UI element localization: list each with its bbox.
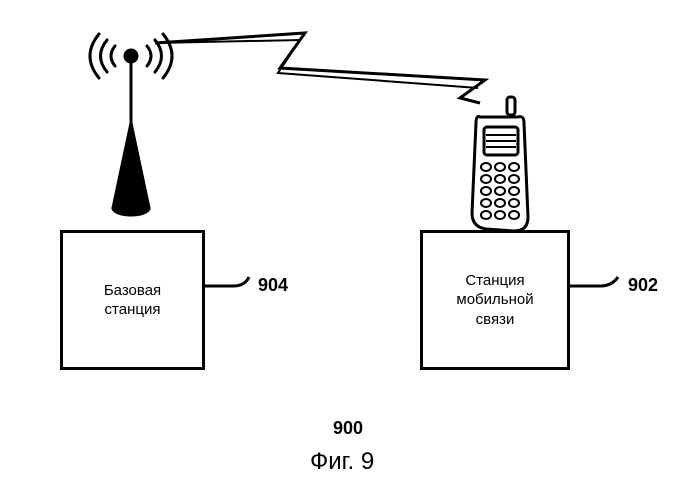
ref-number-904: 904: [258, 275, 288, 296]
mobile-station-label: Станциямобильнойсвязи: [456, 271, 533, 330]
wireless-signal-icon: [150, 18, 500, 113]
ref-marker-902: [570, 275, 624, 297]
figure-caption: Фиг. 9: [310, 448, 374, 476]
mobile-phone-icon: [462, 95, 537, 238]
base-station-box: Базоваястанция: [60, 230, 205, 370]
ref-number-902: 902: [628, 275, 658, 296]
base-station-label: Базоваястанция: [104, 281, 161, 320]
mobile-station-box: Станциямобильнойсвязи: [420, 230, 570, 370]
ref-marker-904: [205, 275, 255, 297]
wireless-comm-diagram: Базоваястанция 904 Станциямобильнойсвязи…: [0, 0, 699, 500]
figure-number: 900: [333, 418, 363, 439]
